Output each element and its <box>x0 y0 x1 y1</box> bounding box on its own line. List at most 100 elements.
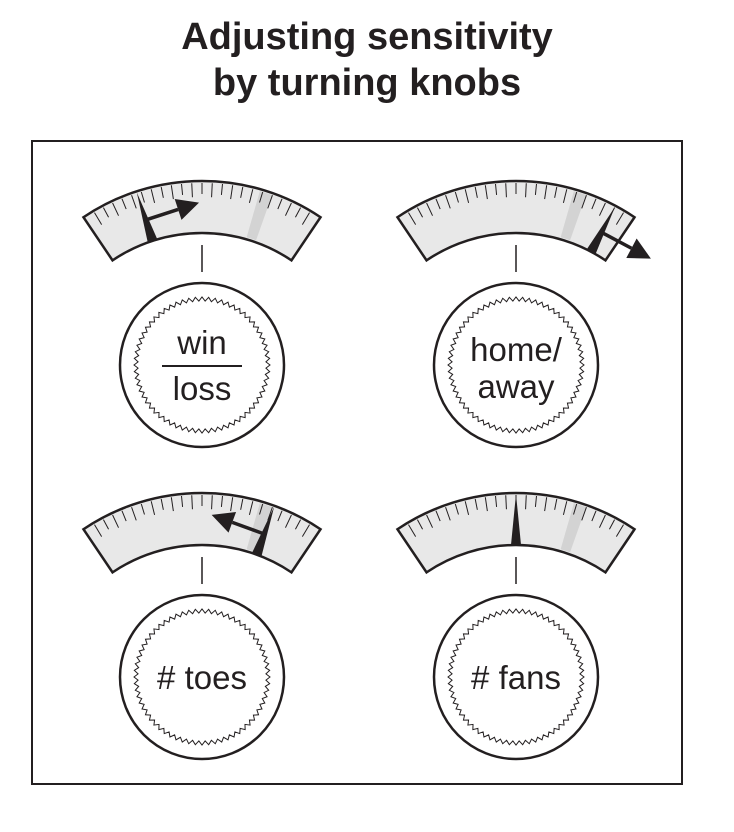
gauge-tick <box>544 497 548 512</box>
gauge-tick <box>416 207 424 218</box>
knob-serrated-edge <box>447 608 585 746</box>
gauge-tick <box>591 198 597 210</box>
gauge-tick <box>554 498 558 510</box>
gauge-tick <box>285 514 292 528</box>
gauge-tick <box>181 495 184 507</box>
gauge-tick <box>525 495 527 510</box>
gauge-tick <box>562 501 568 515</box>
gauge-tick <box>426 202 433 216</box>
knob-label-fans: # fans <box>471 659 561 696</box>
gauge-tick <box>581 195 587 209</box>
gauge-tick <box>140 191 145 203</box>
gauge-tick <box>301 212 310 225</box>
gauge-tick <box>495 183 498 195</box>
page-title: Adjusting sensitivity by turning knobs <box>0 14 734 106</box>
gauge-tick <box>599 514 606 528</box>
gauge-tick <box>259 191 264 203</box>
gauge-tick <box>599 202 606 216</box>
sensitivity-gauge <box>395 179 651 263</box>
gauge-tick <box>301 524 310 537</box>
knob[interactable]: # toes <box>118 593 286 761</box>
gauge-tick <box>131 507 137 521</box>
gauge-tick <box>615 212 624 225</box>
gauge-tick <box>102 519 110 530</box>
title-line-2: by turning knobs <box>212 62 522 104</box>
knob-label-loss: loss <box>173 370 232 407</box>
gauge-tick <box>121 510 127 522</box>
gauge-tick <box>294 519 302 530</box>
knob-serrated-edge <box>447 296 585 434</box>
gauge-tick <box>408 212 417 225</box>
gauge-highlight-band <box>560 191 587 241</box>
gauge-needle <box>251 506 275 557</box>
sensitivity-gauge <box>81 491 323 575</box>
gauge-tick <box>615 524 624 537</box>
gauge-tick <box>525 183 527 198</box>
gauge-tick <box>267 507 273 521</box>
gauge-tick <box>285 202 292 216</box>
knob-outer-ring <box>118 593 286 761</box>
knob-outer-ring <box>432 593 600 761</box>
gauge-highlight-band <box>560 503 587 553</box>
gauge-tick <box>454 191 459 203</box>
gauge-highlight-band <box>246 503 273 553</box>
gauge-tick <box>160 186 164 198</box>
sensitivity-gauge <box>81 179 323 263</box>
arrow-head <box>626 238 651 259</box>
gauge-tick <box>259 503 264 515</box>
gauge-tick <box>495 495 498 507</box>
gauge-tick <box>277 198 283 210</box>
gauge-tick <box>220 183 223 195</box>
gauge-tick <box>408 524 417 537</box>
gauge-tick <box>573 191 578 203</box>
frame-border <box>31 140 683 785</box>
gauge-tick <box>474 498 478 510</box>
gauge-tick <box>573 503 578 515</box>
gauge-tick <box>426 514 433 528</box>
gauge-tick <box>191 495 193 510</box>
title-line-1: Adjusting sensitivity <box>181 16 553 58</box>
gauge-tick <box>121 198 127 210</box>
arrow-shaft <box>145 207 179 222</box>
gauge-tick <box>445 195 451 209</box>
gauge-outline <box>81 491 323 575</box>
gauge-tick <box>211 183 213 198</box>
knob-unit-home-away: home/ away <box>395 179 651 449</box>
arrow-head <box>174 198 200 220</box>
gauge-tick <box>112 514 119 528</box>
gauge-tick <box>140 503 145 515</box>
gauge-highlight-band <box>246 191 273 241</box>
gauge-tick <box>277 510 283 522</box>
gauge-tick <box>102 207 110 218</box>
gauge-tick <box>160 498 164 510</box>
knob-label-toes: # toes <box>157 659 247 696</box>
knob[interactable]: # fans <box>432 593 600 761</box>
knob[interactable]: home/ away <box>432 281 600 449</box>
gauge-tick <box>294 207 302 218</box>
knob[interactable]: win loss <box>118 281 286 449</box>
gauge-tick <box>505 183 507 198</box>
gauge-tick <box>454 503 459 515</box>
gauge-tick <box>608 519 616 530</box>
sensitivity-gauge <box>395 491 637 575</box>
gauge-tick <box>484 497 488 512</box>
gauge-tick <box>464 189 470 203</box>
gauge-tick <box>94 524 103 537</box>
gauge-tick <box>170 497 174 512</box>
gauge-tick <box>248 189 254 203</box>
arrow-head <box>211 512 237 533</box>
gauge-needle <box>586 206 616 255</box>
knob-unit-fans: # fans <box>395 491 637 761</box>
gauge-tick <box>220 495 223 507</box>
gauge-tick <box>181 183 184 195</box>
gauge-needle <box>510 494 522 546</box>
knob-label-home: home/ <box>470 331 563 368</box>
gauge-tick <box>554 186 558 198</box>
gauge-tick <box>464 501 470 515</box>
gauge-outline <box>81 179 323 263</box>
gauge-tick <box>230 185 234 200</box>
gauge-tick <box>562 189 568 203</box>
arrow-shaft <box>231 520 265 536</box>
gauge-outline <box>395 491 637 575</box>
gauge-tick <box>416 519 424 530</box>
